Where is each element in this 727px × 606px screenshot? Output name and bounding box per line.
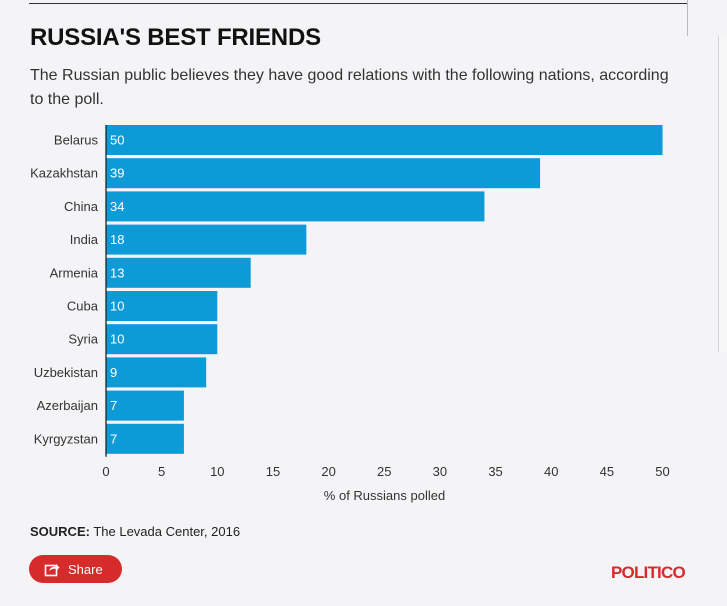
x-tick-label: 20	[321, 464, 335, 479]
category-label: Syria	[68, 332, 98, 347]
data-label: 13	[110, 265, 124, 280]
bar	[106, 125, 663, 155]
share-label: Share	[68, 561, 103, 577]
bar	[106, 257, 251, 288]
data-label: 50	[110, 133, 124, 148]
data-label: 10	[110, 332, 124, 347]
share-icon	[44, 561, 60, 577]
category-label: Kazakhstan	[30, 166, 98, 181]
category-label: Armenia	[50, 265, 99, 280]
data-label: 9	[110, 365, 117, 380]
x-axis-title: % of Russians polled	[324, 488, 445, 503]
source-note: SOURCE: The Levada Center, 2016	[30, 524, 240, 539]
category-label: India	[70, 232, 99, 247]
x-tick-label: 5	[158, 464, 165, 479]
x-tick-label: 35	[488, 464, 502, 479]
data-label: 39	[110, 166, 124, 181]
bar	[106, 291, 218, 321]
bar	[106, 224, 307, 255]
x-tick-label: 0	[102, 464, 109, 479]
category-label: Belarus	[54, 133, 99, 148]
x-tick-label: 15	[266, 464, 280, 479]
bar	[106, 324, 218, 355]
bar	[106, 390, 184, 421]
top-rule	[29, 3, 687, 4]
chart-subtitle: The Russian public believes they have go…	[30, 67, 669, 108]
source-text: The Levada Center, 2016	[89, 524, 241, 539]
data-label: 7	[110, 398, 117, 413]
data-label: 34	[110, 199, 124, 214]
bar	[106, 158, 541, 189]
bar	[106, 191, 485, 222]
category-label: Kyrgyzstan	[34, 431, 98, 446]
category-label: Azerbaijan	[37, 398, 98, 413]
data-label: 7	[110, 431, 117, 446]
share-button[interactable]: Share	[29, 555, 122, 583]
x-tick-label: 10	[210, 464, 224, 479]
bar	[106, 357, 207, 388]
data-label: 18	[110, 232, 124, 247]
data-label: 10	[110, 299, 124, 314]
chart-title: RUSSIA'S BEST FRIENDS	[30, 24, 321, 51]
right-rule	[687, 0, 688, 36]
bar	[106, 423, 184, 454]
source-label: SOURCE:	[30, 524, 90, 539]
x-tick-label: 50	[655, 464, 669, 479]
politico-logo[interactable]: POLITICO	[611, 563, 686, 582]
x-tick-label: 40	[544, 464, 558, 479]
x-tick-label: 25	[377, 464, 391, 479]
category-label: Uzbekistan	[34, 365, 98, 380]
x-tick-label: 30	[433, 464, 447, 479]
category-label: China	[64, 199, 99, 214]
x-tick-label: 45	[600, 464, 614, 479]
side-panel	[718, 36, 727, 352]
category-label: Cuba	[67, 299, 99, 314]
